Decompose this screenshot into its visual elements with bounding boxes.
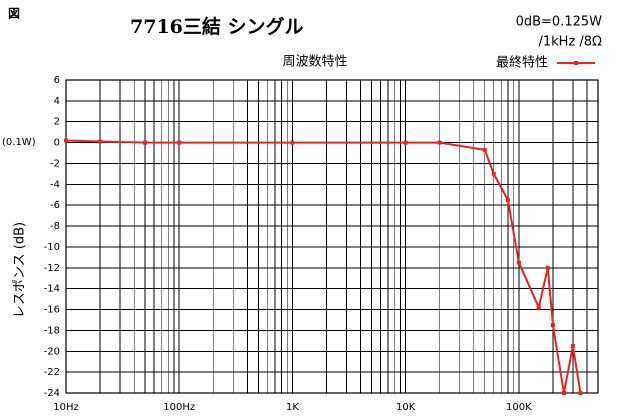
y-tick-label: -2 [50,158,60,169]
data-point [177,140,182,145]
data-point [437,140,442,145]
y-tick-label: 0 [54,138,60,149]
y-tick-label: 2 [54,117,60,128]
y-tick-label: -14 [44,284,60,295]
y-tick-label: -12 [44,263,60,274]
annotation: (0.1W) [2,137,36,148]
chart-title: 7716三結 シングル [130,15,304,38]
y-axis-label: レスポンス (dB) [13,222,28,318]
data-point [578,391,583,395]
x-tick-label: 10Hz [53,402,79,413]
data-point [536,305,541,310]
data-point [98,139,103,144]
x-tick-label: 1K [286,402,299,413]
x-tick-label: 100K [506,402,532,413]
series-line [65,139,582,394]
y-tick-label: -22 [44,367,60,378]
y-tick-label: 6 [54,75,60,86]
data-point [143,140,148,145]
data-point [505,197,510,202]
y-tick-label: -18 [44,325,60,336]
data-point [545,265,550,270]
y-tick-label: -20 [44,346,60,357]
y-tick-label: -6 [50,200,60,211]
y-tick-label: 4 [54,96,60,107]
y-tick-label: -4 [50,179,60,190]
data-point [491,171,496,176]
y-tick-label: -24 [44,388,60,399]
y-tick-label: -10 [44,242,60,253]
data-point [482,147,487,152]
data-point [561,391,566,395]
note: 0dB=0.125W [516,15,603,30]
legend-marker [574,61,578,65]
data-point [516,260,521,265]
data-point [570,344,575,349]
note: /1kHz /8Ω [539,35,603,50]
y-tick-label: -16 [44,305,60,316]
legend-label: 最終特性 [496,55,548,71]
plot-frame [65,79,599,394]
data-point [64,138,68,143]
x-tick-label: 100Hz [163,402,195,413]
x-tick-label: 10K [396,402,416,413]
data-point [550,323,555,328]
data-point [403,140,408,145]
data-point [290,140,295,145]
y-tick-label: -8 [50,221,60,232]
chart-subtitle: 周波数特性 [282,55,347,70]
figure-label: 図 [8,7,20,21]
